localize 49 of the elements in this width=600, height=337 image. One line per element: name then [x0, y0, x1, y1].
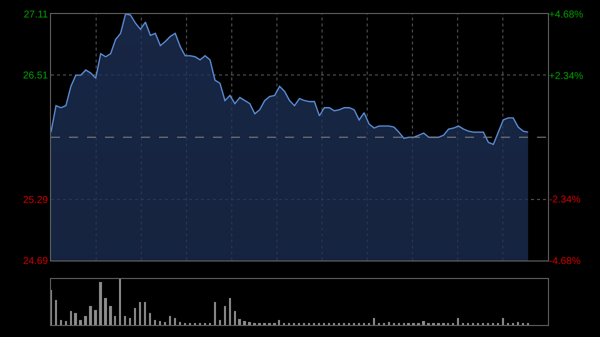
- y-tick-label: 27.11: [24, 10, 48, 20]
- bar: [94, 310, 97, 325]
- bar: [65, 321, 67, 325]
- bar: [74, 313, 77, 325]
- bar: [79, 320, 82, 325]
- bar: [388, 322, 390, 325]
- bar: [159, 321, 161, 325]
- y-tick-label: 26.51: [22, 70, 48, 82]
- bar: [109, 306, 112, 325]
- bar: [129, 318, 131, 325]
- bar: [179, 322, 181, 325]
- bar: [238, 319, 241, 325]
- bar: [373, 318, 375, 325]
- bar: [139, 302, 141, 325]
- y2-tick-label: -2.34%: [549, 194, 581, 206]
- bar: [55, 300, 57, 325]
- bar: [174, 318, 176, 325]
- bar: [214, 302, 216, 325]
- bar: [234, 311, 236, 325]
- bar: [278, 320, 280, 325]
- bar: [517, 322, 519, 325]
- bar: [119, 279, 121, 325]
- bar: [248, 322, 251, 325]
- bar: [124, 316, 126, 325]
- bar: [219, 320, 221, 325]
- y2-tick-label: +4.68%: [549, 10, 584, 20]
- bar: [149, 313, 151, 325]
- bar: [169, 316, 171, 325]
- bar: [224, 306, 226, 325]
- bar: [154, 320, 156, 325]
- bar: [89, 306, 92, 325]
- y2-tick-label: -4.68%: [549, 256, 581, 267]
- bar: [229, 298, 231, 325]
- bar: [104, 298, 107, 325]
- bar: [457, 318, 459, 325]
- bar: [84, 316, 87, 325]
- bar: [99, 282, 102, 325]
- bar: [243, 321, 246, 325]
- bar: [134, 308, 136, 325]
- bar: [60, 320, 62, 325]
- bar: [114, 316, 116, 325]
- y2-tick-label: +2.34%: [549, 71, 584, 82]
- bar: [70, 311, 72, 325]
- y-tick-label: 25.29: [22, 194, 48, 206]
- y-tick-label: 24.69: [22, 256, 48, 267]
- bar: [164, 322, 166, 325]
- bar: [502, 318, 504, 325]
- bar: [144, 302, 146, 325]
- bar: [422, 321, 425, 325]
